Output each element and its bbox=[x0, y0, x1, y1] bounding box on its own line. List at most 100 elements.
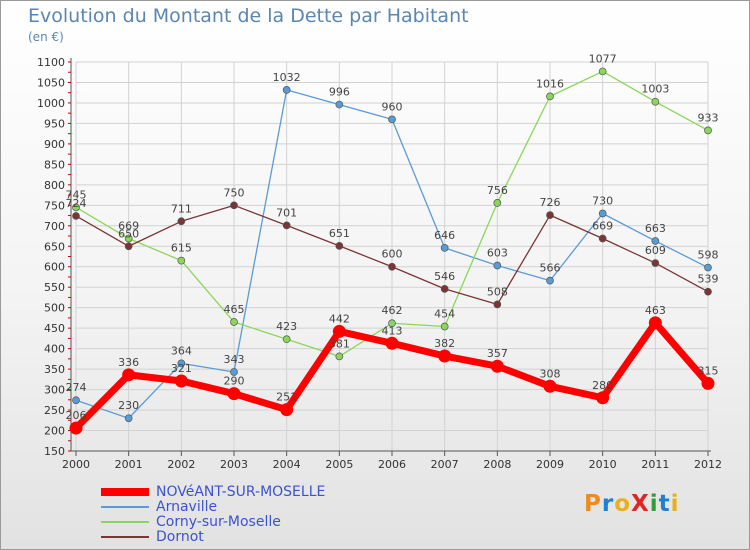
data-label: 321 bbox=[171, 362, 192, 375]
data-label: 274 bbox=[66, 381, 87, 394]
data-point bbox=[282, 221, 291, 230]
data-point bbox=[598, 234, 607, 243]
y-tick-label: 250 bbox=[44, 404, 65, 417]
data-label: 454 bbox=[434, 308, 455, 321]
data-label: 669 bbox=[592, 219, 613, 232]
data-label: 598 bbox=[698, 249, 719, 262]
y-tick-label: 450 bbox=[44, 322, 65, 335]
data-label: 600 bbox=[382, 248, 403, 261]
data-point bbox=[227, 387, 241, 401]
x-tick-label: 2008 bbox=[483, 458, 511, 471]
data-point bbox=[72, 212, 80, 220]
y-tick-label: 650 bbox=[44, 240, 65, 253]
data-point bbox=[701, 376, 715, 390]
data-point bbox=[72, 396, 80, 405]
data-label: 960 bbox=[382, 100, 403, 113]
data-label: 609 bbox=[645, 244, 666, 257]
data-label: 206 bbox=[66, 409, 87, 422]
data-label: 663 bbox=[645, 222, 666, 235]
data-label: 1032 bbox=[273, 71, 301, 84]
data-label: 251 bbox=[276, 391, 297, 404]
data-label: 745 bbox=[66, 188, 87, 201]
data-point bbox=[124, 234, 133, 243]
data-label: 750 bbox=[224, 186, 245, 199]
y-tick-label: 800 bbox=[44, 179, 65, 192]
y-tick-label: 550 bbox=[44, 281, 65, 294]
data-label: 724 bbox=[66, 197, 87, 210]
chart-subtitle: (en €) bbox=[28, 30, 64, 44]
chart-legend: NOVéANT-SUR-MOSELLE Arnaville Corny-sur-Mo… bbox=[101, 484, 401, 545]
y-tick-label: 900 bbox=[44, 138, 65, 151]
y-tick-label: 850 bbox=[44, 158, 65, 171]
data-point bbox=[335, 352, 344, 361]
data-point bbox=[704, 126, 712, 135]
data-point bbox=[493, 300, 502, 309]
data-point bbox=[69, 421, 83, 435]
data-point bbox=[177, 217, 186, 226]
data-label: 442 bbox=[329, 312, 350, 325]
data-label: 730 bbox=[592, 195, 613, 208]
data-point bbox=[704, 263, 712, 272]
data-label: 701 bbox=[276, 206, 297, 219]
data-point bbox=[493, 261, 502, 270]
data-point bbox=[280, 403, 294, 417]
legend-item: Dornot bbox=[101, 529, 401, 545]
legend-swatch bbox=[101, 536, 149, 538]
data-label: 230 bbox=[118, 399, 139, 412]
x-tick-label: 2002 bbox=[167, 458, 195, 471]
data-label: 381 bbox=[329, 337, 350, 350]
data-point bbox=[546, 211, 554, 219]
data-point bbox=[332, 324, 346, 338]
y-tick-label: 1050 bbox=[37, 76, 65, 89]
data-label: 463 bbox=[645, 304, 666, 317]
y-tick-label: 500 bbox=[44, 302, 65, 315]
data-label: 933 bbox=[698, 111, 719, 124]
x-tick-label: 2012 bbox=[694, 458, 722, 471]
data-label: 1077 bbox=[589, 52, 617, 65]
data-point bbox=[177, 256, 186, 265]
legend-label: Corny-sur-Moselle bbox=[156, 514, 281, 530]
data-point bbox=[493, 199, 502, 207]
data-label: 650 bbox=[118, 227, 139, 240]
y-tick-label: 200 bbox=[44, 425, 65, 438]
data-label: 308 bbox=[540, 367, 561, 380]
data-label: 1016 bbox=[536, 77, 564, 90]
x-tick-label: 2005 bbox=[325, 458, 353, 471]
data-point bbox=[440, 322, 449, 331]
data-point bbox=[335, 100, 344, 109]
legend-label: Dornot bbox=[156, 529, 204, 545]
data-point bbox=[438, 349, 452, 363]
data-label: 336 bbox=[118, 356, 139, 369]
data-point bbox=[546, 276, 554, 285]
legend-swatch bbox=[101, 506, 149, 508]
data-label: 566 bbox=[540, 262, 561, 275]
y-tick-label: 600 bbox=[44, 261, 65, 274]
data-point bbox=[282, 335, 291, 344]
data-point bbox=[704, 287, 712, 296]
data-label: 539 bbox=[698, 273, 719, 286]
y-tick-label: 350 bbox=[44, 363, 65, 376]
y-tick-label: 950 bbox=[44, 117, 65, 130]
data-label: 615 bbox=[171, 242, 192, 255]
data-label: 465 bbox=[224, 303, 245, 316]
data-point bbox=[651, 97, 660, 106]
y-tick-label: 1000 bbox=[37, 97, 65, 110]
data-label: 546 bbox=[434, 270, 455, 283]
legend-swatch bbox=[101, 521, 149, 523]
data-point bbox=[72, 203, 80, 212]
data-point bbox=[596, 391, 610, 405]
data-point bbox=[230, 368, 238, 376]
x-tick-label: 2003 bbox=[220, 458, 248, 471]
data-point bbox=[651, 237, 660, 245]
data-point bbox=[651, 259, 660, 267]
data-label: 603 bbox=[487, 247, 508, 260]
data-point bbox=[648, 316, 662, 330]
data-label: 290 bbox=[224, 375, 245, 388]
x-tick-label: 2000 bbox=[62, 458, 90, 471]
data-point bbox=[177, 359, 186, 368]
x-tick-label: 2011 bbox=[641, 458, 669, 471]
legend-swatch bbox=[101, 488, 149, 496]
legend-item: Corny-sur-Moselle bbox=[101, 514, 401, 530]
y-tick-label: 750 bbox=[44, 199, 65, 212]
